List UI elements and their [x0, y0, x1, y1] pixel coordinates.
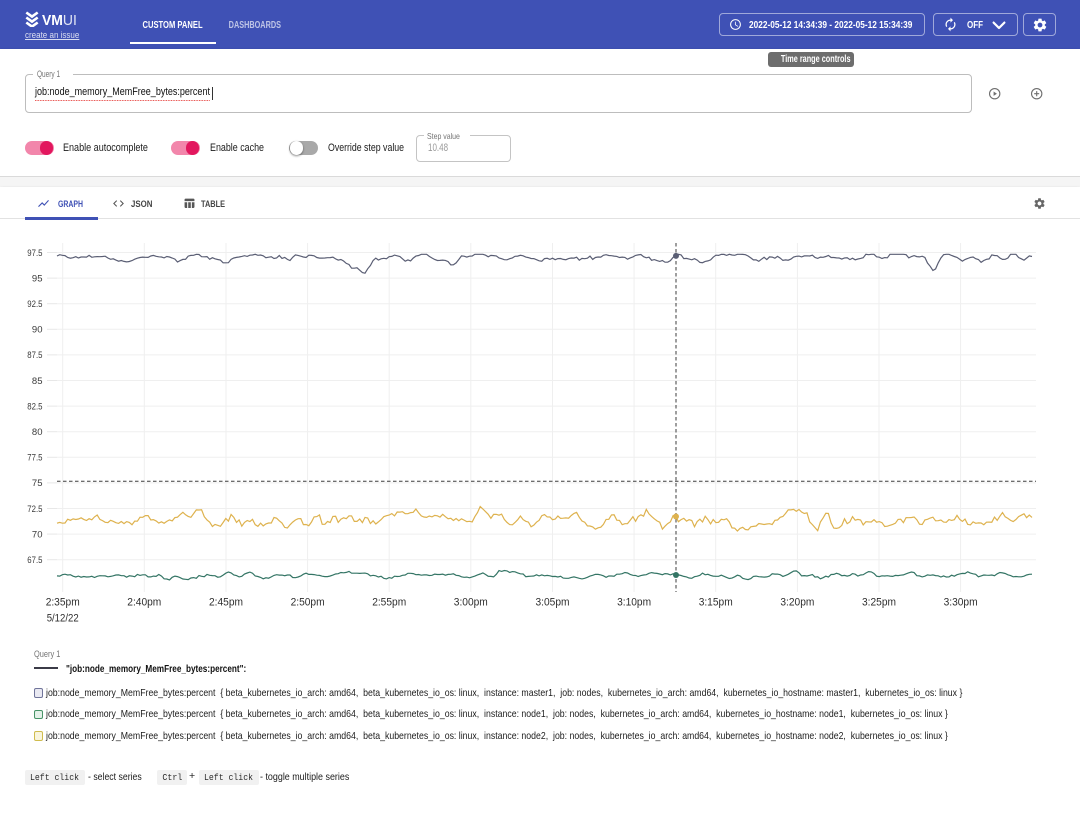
svg-text:70: 70 [32, 529, 43, 540]
svg-text:3:05pm: 3:05pm [536, 597, 570, 609]
svg-text:3:30pm: 3:30pm [944, 597, 978, 609]
svg-text:2:35pm: 2:35pm [46, 597, 80, 609]
svg-text:2:55pm: 2:55pm [372, 597, 406, 609]
svg-text:90: 90 [32, 325, 43, 336]
svg-text:5/12/22: 5/12/22 [47, 613, 79, 625]
svg-text:77.5: 77.5 [27, 453, 42, 464]
svg-text:92.5: 92.5 [27, 299, 42, 310]
svg-text:85: 85 [32, 376, 43, 387]
svg-text:3:25pm: 3:25pm [862, 597, 896, 609]
svg-text:3:20pm: 3:20pm [780, 597, 814, 609]
svg-text:72.5: 72.5 [27, 504, 42, 515]
svg-text:97.5: 97.5 [27, 248, 42, 259]
svg-text:82.5: 82.5 [27, 401, 42, 412]
svg-text:80: 80 [32, 427, 43, 438]
svg-text:87.5: 87.5 [27, 350, 42, 361]
svg-text:67.5: 67.5 [27, 555, 42, 566]
svg-text:3:00pm: 3:00pm [454, 597, 488, 609]
svg-text:95: 95 [32, 273, 43, 284]
svg-text:3:15pm: 3:15pm [699, 597, 733, 609]
svg-text:2:50pm: 2:50pm [291, 597, 325, 609]
svg-text:2:45pm: 2:45pm [209, 597, 243, 609]
svg-text:75: 75 [32, 478, 43, 489]
svg-text:2:40pm: 2:40pm [127, 597, 161, 609]
svg-text:3:10pm: 3:10pm [617, 597, 651, 609]
